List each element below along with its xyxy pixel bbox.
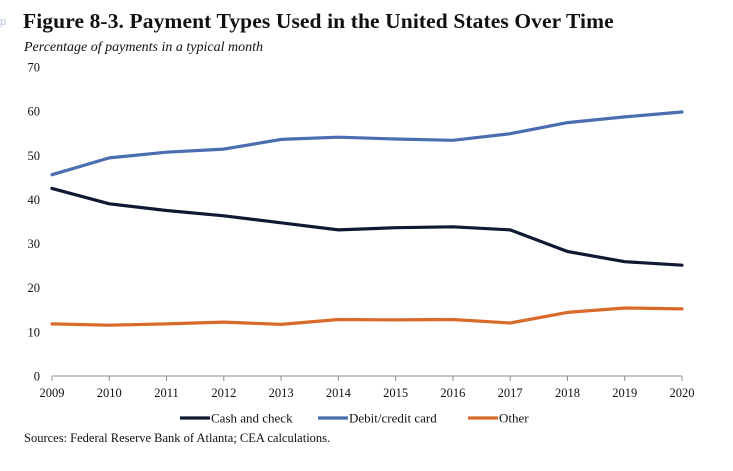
y-tick-label: 70 <box>28 61 41 75</box>
series-line <box>50 306 684 327</box>
x-tick-label: 2010 <box>97 386 122 400</box>
y-tick-label: 30 <box>28 237 41 251</box>
x-tick-label: 2012 <box>211 386 236 400</box>
x-tick-label: 2013 <box>269 386 294 400</box>
y-tick-label: 10 <box>28 325 41 339</box>
chart-legend: Cash and check Debit/credit card Other <box>180 411 529 426</box>
legend-label: Cash and check <box>211 411 293 426</box>
chart-source-note: Sources: Federal Reserve Bank of Atlanta… <box>24 431 331 445</box>
y-tick-label: 60 <box>28 105 41 119</box>
y-tick-label: 0 <box>34 370 40 384</box>
x-tick-label: 2017 <box>498 386 523 400</box>
series-line <box>50 186 684 267</box>
x-tick-label: 2018 <box>555 386 580 400</box>
chart-series <box>50 110 684 327</box>
x-tick-label: 2015 <box>383 386 408 400</box>
y-tick-label: 20 <box>28 281 41 295</box>
series-line <box>50 110 684 177</box>
x-tick-label: 2016 <box>440 386 465 400</box>
x-tick-label: 2020 <box>670 386 695 400</box>
y-tick-label: 40 <box>28 193 41 207</box>
x-tick-label: 2011 <box>154 386 179 400</box>
chart-title: Figure 8-3. Payment Types Used in the Un… <box>23 9 614 33</box>
chart-axes: 0 10 20 30 40 50 60 70 2009 2010 2011 2012 2013 2014 2… <box>28 61 695 401</box>
legend-label: Debit/credit card <box>349 411 437 426</box>
x-tick-label: 2019 <box>612 386 637 400</box>
chart-subtitle: Percentage of payments in a typical mont… <box>24 40 263 55</box>
corner-mark: p <box>0 16 7 28</box>
legend-label: Other <box>499 411 529 426</box>
x-tick-label: 2009 <box>40 386 65 400</box>
y-tick-label: 50 <box>28 149 41 163</box>
x-tick-label: 2014 <box>326 386 352 400</box>
